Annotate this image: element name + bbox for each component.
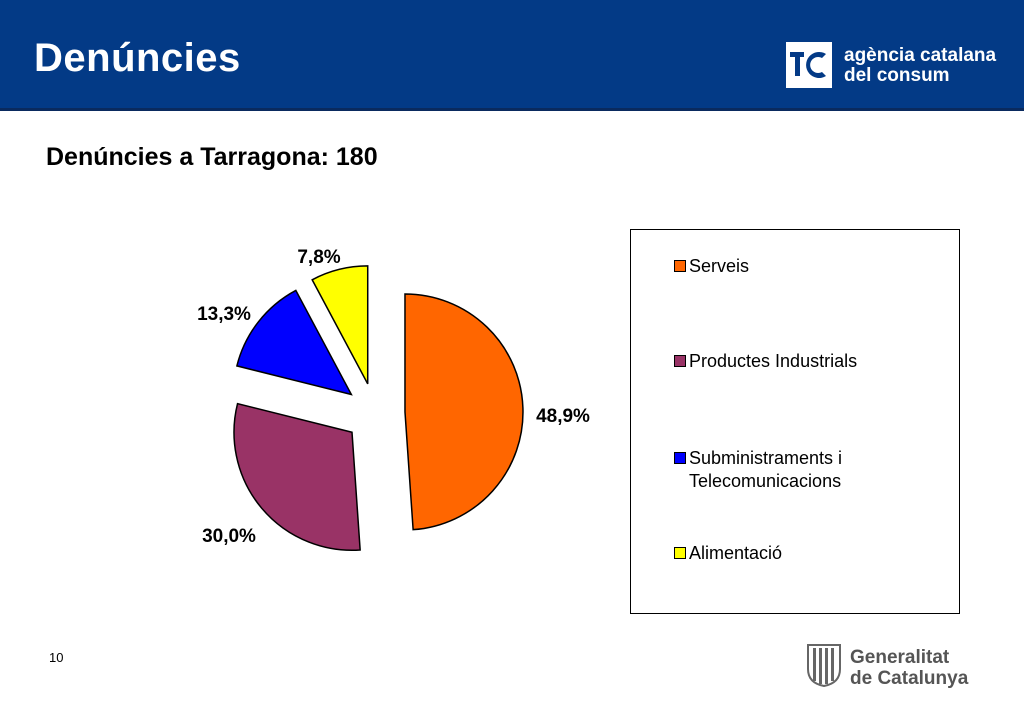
pie-label-alimentacio: 7,8% [297,247,340,268]
page-title: Denúncies [34,36,241,80]
legend-item-alimentacio: Alimentació [674,542,939,565]
legend-label-alimentacio: Alimentació [689,543,783,563]
legend-swatch-subministraments [674,452,686,464]
logo-text-line2: del consum [844,65,950,86]
agencia-consum-logo: agència catalana del consum [778,40,1003,96]
header-bar: Denúncies agència catalana del consum [0,0,1024,108]
generalitat-emblem-icon [807,644,841,688]
legend-label-subministraments-line1: Subministraments i [689,448,843,468]
generalitat-text: Generalitat de Catalunya [850,647,968,689]
tc-logo-mark-icon [786,42,832,88]
pie-slice-serveis [404,293,524,531]
legend-swatch-serveis [674,260,686,272]
chart-legend: Serveis Productes Industrials Subministr… [630,229,960,614]
chart-subtitle: Denúncies a Tarragona: 180 [46,143,378,171]
pie-label-serveis: 48,9% [536,406,590,427]
generalitat-text-line1: Generalitat [850,647,950,668]
legend-swatch-productes-industrials [674,355,686,367]
legend-swatch-alimentacio [674,547,686,559]
logo-text-line1: agència catalana [844,45,997,66]
logo-text: agència catalana del consum [844,46,996,86]
legend-item-subministraments: Subministraments i Telecomunicacions [674,447,939,493]
pie-label-productes-industrials: 30,0% [202,526,256,547]
legend-label-serveis: Serveis [689,256,750,276]
legend-item-serveis: Serveis [674,255,939,278]
legend-label-productes-industrials: Productes Industrials [689,351,858,371]
pie-slice-alimentacio [311,265,369,385]
pie-slice-subministraments [235,289,353,396]
legend-label-subministraments-line2: Telecomunicacions [689,471,842,491]
header-divider [0,108,1024,111]
generalitat-logo: Generalitat de Catalunya [806,643,1006,693]
pie-slice-productes-industrials [233,402,361,552]
legend-item-productes-industrials: Productes Industrials [674,350,939,373]
generalitat-text-line2: de Catalunya [850,668,969,689]
page-number: 10 [49,650,64,665]
pie-label-subministraments: 13,3% [197,304,251,325]
